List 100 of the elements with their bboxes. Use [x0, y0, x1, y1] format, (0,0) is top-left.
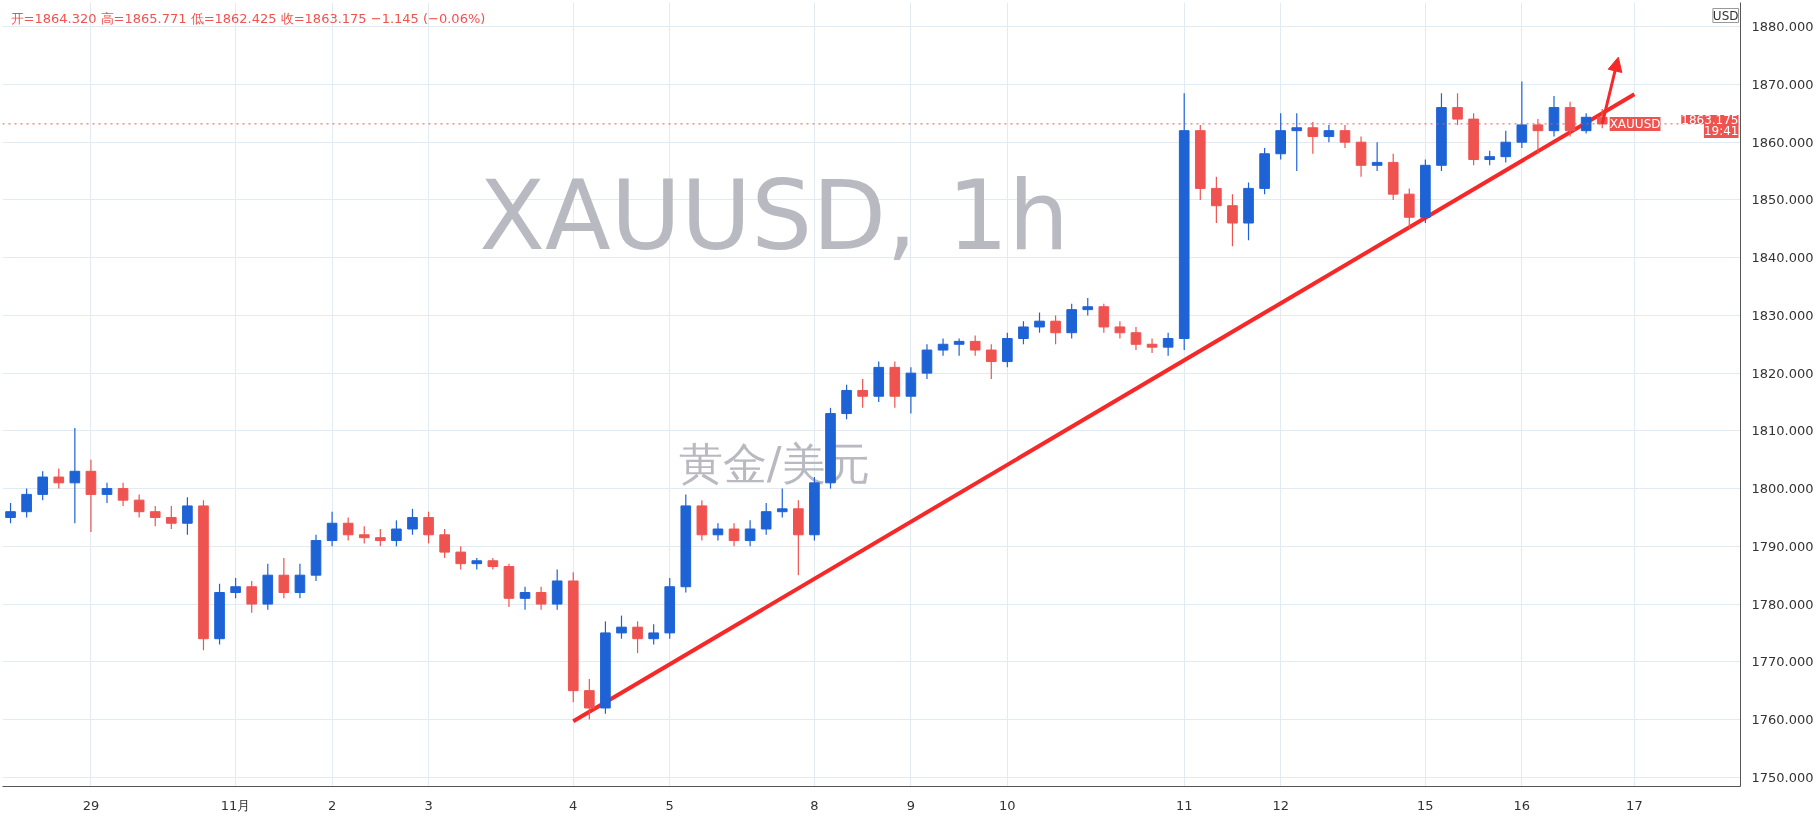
candlestick — [101, 482, 113, 504]
candlestick — [182, 496, 193, 536]
candlestick — [728, 522, 740, 547]
candlestick — [294, 563, 306, 599]
candlestick — [1275, 112, 1286, 161]
candlestick — [985, 343, 997, 380]
candlestick — [744, 519, 756, 547]
candlestick — [841, 384, 852, 420]
y-tick-label: 1760.000 — [1751, 712, 1814, 728]
candlestick — [1291, 112, 1303, 172]
candlestick — [1130, 326, 1142, 351]
candlestick — [616, 615, 627, 640]
y-tick-label: 1850.000 — [1751, 192, 1814, 208]
candlestick — [1162, 332, 1174, 357]
x-tick-label: 11 — [1175, 797, 1193, 813]
y-tick-label: 1800.000 — [1751, 481, 1814, 497]
candlestick — [1580, 112, 1592, 135]
annotation: 1863.175 — [1681, 112, 1739, 127]
candlestick — [85, 459, 97, 533]
annotation: USD — [1712, 8, 1739, 23]
candlestick — [632, 620, 643, 654]
ref-line-label: XAUUSD — [1609, 116, 1661, 131]
candlestick — [326, 511, 338, 547]
candlestick — [1339, 124, 1351, 149]
candlestick — [423, 511, 434, 545]
candlestick — [519, 586, 531, 611]
candlestick — [439, 528, 450, 559]
candlestick — [1371, 141, 1383, 172]
candlestick — [391, 519, 402, 547]
candlestick — [1403, 187, 1415, 230]
x-tick-label: 4 — [569, 797, 578, 813]
y-tick-label: 1830.000 — [1751, 307, 1814, 323]
candlestick — [1323, 124, 1335, 143]
candlestick — [5, 502, 16, 524]
candlestick — [551, 568, 563, 611]
x-tick-label: 5 — [665, 797, 674, 813]
y-tick-label: 1790.000 — [1751, 538, 1814, 554]
candlestick — [1355, 135, 1367, 178]
candlestick — [37, 470, 49, 501]
candlestick — [407, 508, 418, 536]
y-tick-label: 1840.000 — [1751, 250, 1814, 266]
candlestick — [857, 378, 868, 409]
y-tick-label: 1860.000 — [1751, 134, 1814, 150]
candlestick — [584, 678, 595, 721]
y-tick-label: 1810.000 — [1751, 423, 1814, 439]
candlestick — [230, 577, 241, 599]
candlestick — [1516, 80, 1528, 149]
y-tick-label: 1780.000 — [1751, 596, 1814, 612]
candlestick — [776, 488, 788, 519]
candlestick — [133, 493, 145, 519]
x-tick-label: 16 — [1513, 797, 1531, 813]
x-tick-label: 15 — [1417, 797, 1434, 813]
x-tick-label: 10 — [999, 797, 1016, 813]
candlestick — [455, 545, 467, 571]
y-tick-label: 1770.000 — [1751, 654, 1814, 670]
candlestick — [1227, 193, 1238, 247]
candlestick — [1211, 176, 1222, 224]
x-tick-label: 2 — [327, 797, 337, 813]
x-tick-label: 12 — [1272, 797, 1289, 813]
x-tick-label: 17 — [1626, 797, 1643, 813]
candlestick — [1018, 320, 1029, 345]
candlestick — [953, 337, 965, 357]
x-tick-label: 8 — [810, 797, 819, 813]
candlestick — [1002, 332, 1013, 368]
y-tick-label: 1870.000 — [1751, 76, 1814, 92]
candlestick — [969, 335, 981, 357]
candlestick — [648, 623, 659, 646]
candlestick — [1050, 314, 1061, 345]
candlestick — [165, 505, 177, 530]
candlestick — [712, 522, 724, 542]
candlestick — [905, 366, 917, 415]
candlestick — [278, 557, 290, 599]
candlestick — [937, 337, 949, 357]
x-tick-label: 11月 — [220, 797, 251, 813]
y-tick-label: 1750.000 — [1751, 769, 1814, 785]
candlestick — [1114, 320, 1126, 340]
candlestick — [1066, 303, 1077, 340]
x-tick-label: 3 — [424, 797, 433, 813]
candlestick — [117, 482, 129, 507]
candlestick — [21, 488, 32, 519]
candlestick — [69, 427, 81, 524]
candlestick — [921, 343, 933, 380]
candlestick — [149, 505, 161, 527]
annotation: 开=1864.320 高=1865.771 低=1862.425 收=1863.175 −1.145 (−0.06%) — [10, 10, 486, 26]
candlestick — [1146, 337, 1158, 354]
candlestick — [53, 467, 65, 490]
y-tick-label: 1820.000 — [1751, 365, 1814, 381]
candlestick — [535, 586, 547, 611]
y-tick-label: 1880.000 — [1751, 19, 1814, 35]
candlestick — [1500, 130, 1512, 164]
candlestick — [1098, 303, 1110, 334]
candlestick — [342, 516, 354, 542]
annotation: XAUUSD, 1h — [479, 159, 1070, 272]
x-tick-label: 29 — [82, 797, 100, 813]
candlestick — [1034, 311, 1045, 334]
annotation: 19:41 — [1703, 123, 1739, 138]
candlestick — [246, 580, 258, 614]
x-tick-label: 9 — [906, 797, 916, 813]
candlestick — [1548, 95, 1560, 138]
candlestick — [760, 502, 772, 536]
